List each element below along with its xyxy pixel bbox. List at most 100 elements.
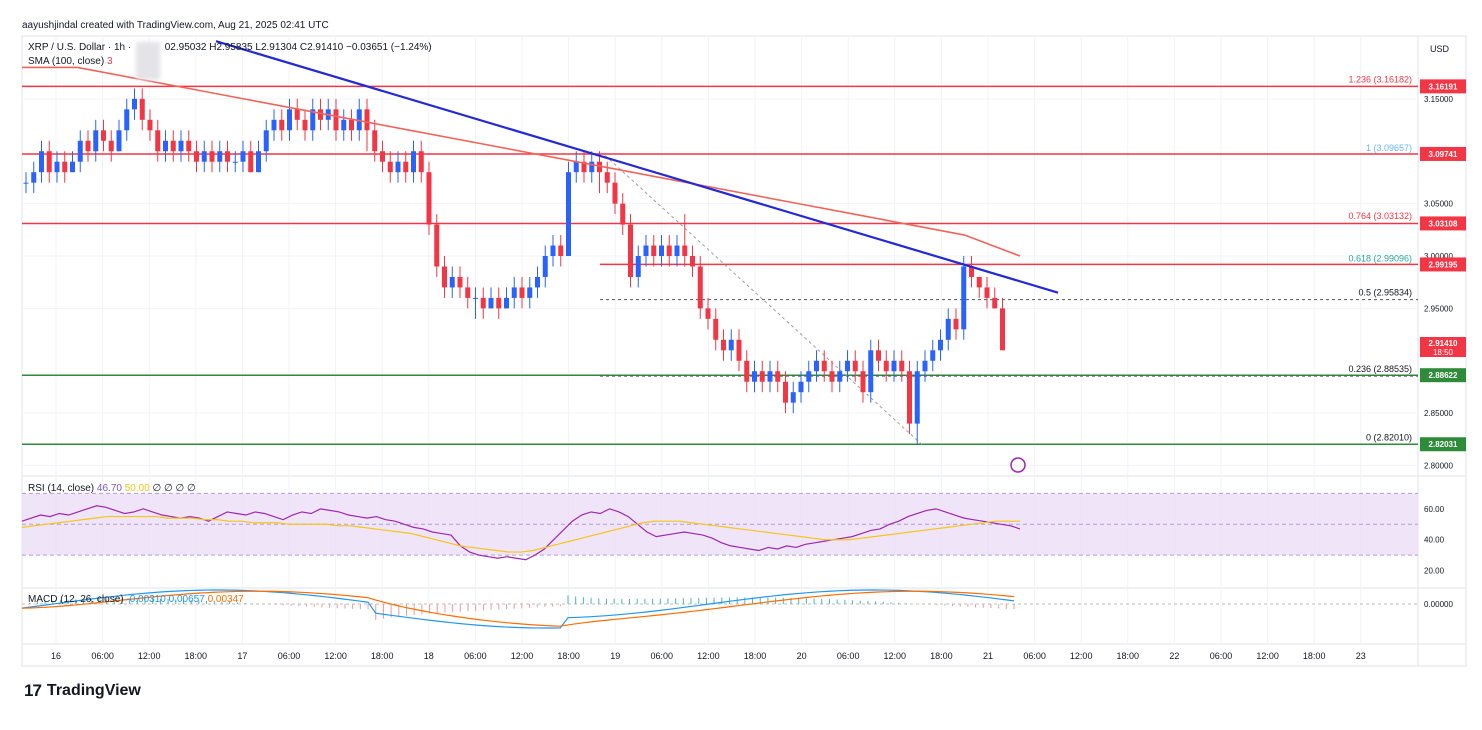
macd-hist-value: -0.00310 — [126, 594, 166, 605]
candle-body — [294, 109, 300, 120]
candle-body — [697, 266, 703, 309]
time-tick-label: 18:00 — [744, 651, 767, 661]
candle-body — [783, 381, 788, 403]
candle-body — [542, 256, 548, 277]
candle-body — [976, 276, 982, 288]
last-price-countdown: 18:50 — [1433, 348, 1454, 357]
candle-body — [225, 151, 230, 162]
time-tick-label: 06:00 — [1023, 651, 1046, 661]
candle-body — [232, 161, 238, 163]
macd-legend: MACD (12, 26, close) -0.00310 0.00657 0.… — [28, 594, 244, 605]
candle-body — [434, 224, 440, 267]
level-tag — [1420, 146, 1466, 161]
candle-body — [333, 109, 339, 131]
fib-label: 0 (2.82010) — [1366, 432, 1412, 442]
candle-body — [496, 297, 502, 309]
fib-label: 0.5 (2.95834) — [1358, 288, 1412, 298]
candle-body — [124, 109, 130, 131]
time-tick-label: 06:00 — [91, 651, 114, 661]
candle-body — [891, 360, 897, 372]
candle-body — [945, 318, 951, 340]
candle-body — [248, 151, 254, 173]
sma-legend: SMA (100, close) 3 — [28, 56, 113, 67]
rsi-line — [21, 505, 1021, 561]
candle-body — [85, 140, 91, 152]
level-tag-label: 3.16191 — [1429, 82, 1458, 91]
candle-body — [380, 151, 385, 162]
candle-body — [953, 318, 959, 330]
price-tick-label: 2.95000 — [1424, 304, 1453, 313]
fib-label: 0.764 (3.03132) — [1348, 211, 1412, 221]
level-tag-label: 2.99195 — [1429, 260, 1458, 269]
candle-body — [449, 276, 455, 288]
rsi-null-4: ∅ — [187, 483, 196, 494]
candle-body — [387, 161, 393, 173]
time-tick-label: 22 — [1169, 651, 1179, 661]
candle-body — [132, 98, 137, 110]
candle-body — [426, 172, 432, 225]
candle-body — [201, 151, 207, 162]
rsi-legend: RSI (14, close) 46.70 50.00 ∅ ∅ ∅ ∅ — [28, 483, 196, 494]
attribution-text: aayushjindal created with TradingView.co… — [22, 20, 329, 31]
candle-body — [752, 371, 757, 382]
level-tag — [1420, 216, 1466, 231]
candle-body — [101, 130, 106, 141]
candle-body — [511, 287, 517, 298]
candle-body — [155, 130, 161, 152]
candle-body — [256, 151, 261, 173]
candle-body — [70, 161, 75, 173]
candle-body — [852, 360, 858, 372]
rsi-tick-label: 20.00 — [1424, 567, 1445, 576]
candle-body — [457, 276, 463, 288]
candle-body — [573, 161, 579, 173]
candle-body — [287, 109, 292, 131]
candle-body — [682, 245, 688, 256]
candle-body — [790, 392, 796, 403]
currency-label[interactable]: USD — [1430, 44, 1450, 54]
candle-body — [643, 245, 649, 256]
price-tick-label: 2.80000 — [1424, 462, 1453, 471]
candle-body — [535, 276, 540, 288]
price-tick-label: 2.85000 — [1424, 409, 1453, 418]
candle-body — [504, 297, 509, 309]
candle-body — [550, 245, 556, 256]
time-tick-label: 12:00 — [511, 651, 534, 661]
candle-body — [1000, 308, 1005, 351]
candle-body — [186, 140, 192, 152]
time-tick-label: 16 — [51, 651, 61, 661]
candle-body — [170, 140, 176, 152]
tradingview-logo: 17 — [24, 681, 42, 700]
macd-tick-label: 0.00000 — [1424, 600, 1453, 609]
candle-body — [628, 224, 633, 277]
time-tick-label: 06:00 — [464, 651, 487, 661]
candle-body — [930, 350, 936, 361]
trend-line — [215, 40, 1059, 294]
avatar-blur — [135, 42, 160, 80]
time-tick-label: 18:00 — [185, 651, 208, 661]
candle-body — [798, 381, 804, 393]
candle-body — [519, 287, 525, 298]
fib-label: 0.618 (2.99096) — [1348, 253, 1412, 263]
candle-body — [883, 360, 889, 372]
time-tick-label: 12:00 — [138, 651, 161, 661]
macd-title: MACD (12, 26, close) — [28, 594, 124, 605]
level-tag — [1420, 79, 1466, 94]
candle-body — [411, 151, 416, 173]
candle-body — [674, 245, 680, 256]
candle-body — [418, 151, 424, 173]
candle-body — [163, 140, 168, 152]
candle-body — [767, 371, 773, 382]
candle-body — [581, 161, 587, 173]
rsi-ma-value: 50.00 — [124, 483, 150, 494]
level-tag — [1420, 257, 1466, 272]
candle-body — [364, 109, 370, 131]
rsi-null-1: ∅ — [152, 483, 162, 494]
candle-body — [488, 297, 494, 309]
ohlc-values: 02.95032 H2.95835 L2.91304 C2.91410 −0.0… — [164, 42, 432, 53]
candle-body — [814, 360, 819, 372]
last-price-label: 2.91410 — [1429, 339, 1458, 348]
time-tick-label: 12:00 — [884, 651, 907, 661]
symbol-name: XRP / U.S. Dollar · 1h · — [28, 42, 132, 53]
candle-body — [728, 339, 734, 351]
